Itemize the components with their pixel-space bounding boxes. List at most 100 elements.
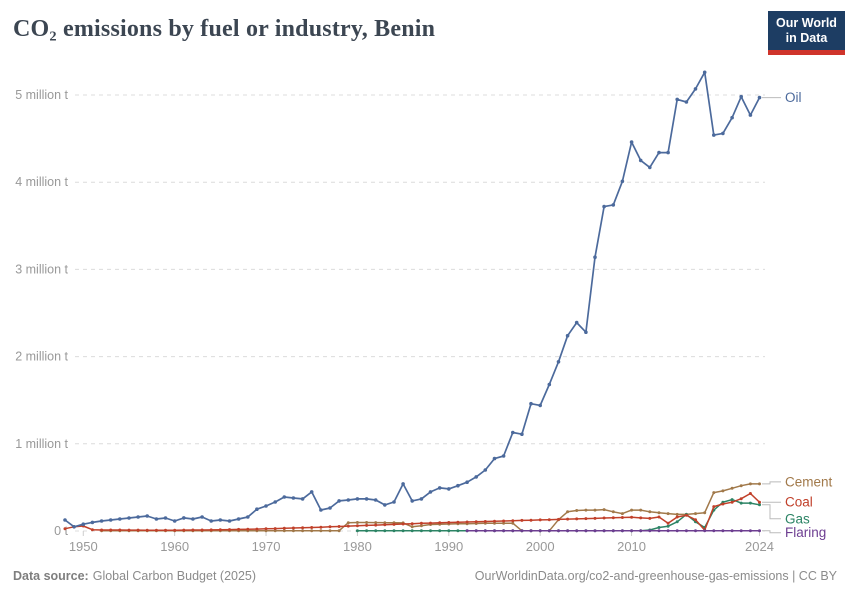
- series-flaring[interactable]: [465, 529, 761, 533]
- cement-point: [620, 512, 624, 516]
- cement-point: [502, 521, 506, 525]
- coal-point: [721, 502, 725, 506]
- flaring-point: [758, 529, 761, 533]
- x-axis-tick-label: 2000: [526, 539, 555, 554]
- flaring-point: [520, 529, 524, 533]
- oil-point: [657, 150, 661, 155]
- y-axis-tick-label: 2 million t: [15, 350, 68, 364]
- oil-point: [209, 519, 213, 523]
- gas-point: [401, 529, 405, 533]
- coal-point: [538, 518, 542, 522]
- gas-point: [438, 529, 442, 533]
- cement-point: [648, 510, 652, 514]
- legend-label-cement[interactable]: Cement: [785, 474, 833, 489]
- owid-logo-line2: in Data: [785, 31, 828, 45]
- coal-point: [410, 522, 414, 526]
- legend-connector-flaring: [762, 530, 781, 534]
- coal-point: [246, 527, 250, 531]
- coal-point: [602, 516, 606, 520]
- oil-point: [712, 133, 716, 137]
- coal-point: [209, 528, 213, 532]
- cement-point: [291, 529, 295, 533]
- oil-point: [474, 475, 479, 479]
- coal-point: [218, 528, 222, 532]
- coal-point: [684, 513, 688, 517]
- oil-point: [200, 515, 204, 519]
- coal-point: [620, 516, 624, 519]
- coal-point: [730, 500, 734, 504]
- oil-point: [282, 495, 287, 499]
- coal-point: [228, 528, 231, 532]
- y-axis-tick-label: 4 million t: [15, 175, 68, 189]
- series-oil[interactable]: [63, 70, 762, 529]
- coal-point: [493, 519, 496, 523]
- oil-point: [693, 87, 698, 91]
- cement-point: [319, 529, 323, 533]
- credit-link[interactable]: OurWorldinData.org/co2-and-greenhouse-ga…: [474, 569, 837, 583]
- series-gas[interactable]: [355, 498, 761, 533]
- oil-point: [529, 401, 533, 406]
- oil-point: [437, 486, 442, 490]
- oil-point: [309, 490, 314, 494]
- cement-point: [630, 508, 634, 512]
- coal-point: [630, 515, 634, 519]
- gas-point: [429, 529, 432, 533]
- coal-point: [346, 524, 350, 528]
- cement-point: [365, 521, 369, 524]
- coal-point: [319, 525, 323, 529]
- owid-logo-line1: Our World: [776, 16, 837, 30]
- oil-point: [501, 454, 506, 458]
- coal-point: [566, 517, 570, 521]
- flaring-point: [502, 529, 506, 533]
- coal-point: [118, 528, 122, 532]
- series-cement[interactable]: [100, 482, 761, 533]
- cement-point: [410, 525, 414, 529]
- oil-point: [227, 519, 232, 523]
- flaring-point: [648, 529, 652, 533]
- coal-point: [429, 521, 432, 525]
- oil-point: [520, 432, 524, 437]
- oil-line[interactable]: [64, 71, 761, 528]
- gas-point: [748, 501, 752, 505]
- flaring-point: [694, 529, 697, 533]
- oil-point: [236, 517, 241, 521]
- cement-point: [374, 521, 378, 525]
- series-coal[interactable]: [63, 492, 762, 532]
- legend-label-gas[interactable]: Gas: [785, 511, 810, 526]
- oil-point: [456, 483, 460, 488]
- oil-point: [511, 430, 515, 435]
- cement-point: [282, 529, 286, 533]
- coal-point: [355, 524, 359, 528]
- y-axis-tick-label: 5 million t: [15, 88, 68, 102]
- legend-connector-gas: [762, 504, 781, 520]
- oil-point: [648, 165, 652, 170]
- cement-point: [584, 508, 588, 512]
- legend-label-coal[interactable]: Coal: [785, 495, 813, 510]
- coal-point: [127, 528, 131, 532]
- oil-point: [273, 500, 278, 504]
- oil-point: [730, 115, 734, 120]
- coal-point: [456, 520, 460, 524]
- cement-point: [730, 486, 734, 490]
- cement-point: [758, 482, 761, 486]
- x-axis-tick-label: 1950: [69, 539, 98, 554]
- coal-point: [310, 526, 314, 529]
- oil-point: [218, 518, 223, 522]
- coal-point: [282, 526, 286, 530]
- coal-point: [584, 517, 588, 521]
- cement-point: [346, 521, 350, 525]
- coal-point: [511, 519, 515, 523]
- coal-point: [374, 523, 378, 527]
- x-axis-tick-label: 1990: [434, 539, 463, 554]
- oil-point: [355, 497, 360, 501]
- owid-logo[interactable]: Our World in Data: [768, 11, 845, 55]
- coal-point: [748, 492, 752, 495]
- data-source: Data source: Global Carbon Budget (2025): [13, 569, 256, 583]
- gas-point: [657, 526, 661, 529]
- legend-label-flaring[interactable]: Flaring: [785, 525, 826, 540]
- coal-point: [547, 518, 551, 522]
- oil-point: [465, 480, 469, 485]
- coal-point: [502, 519, 506, 523]
- coal-point: [301, 526, 305, 530]
- legend-label-oil[interactable]: Oil: [785, 90, 802, 105]
